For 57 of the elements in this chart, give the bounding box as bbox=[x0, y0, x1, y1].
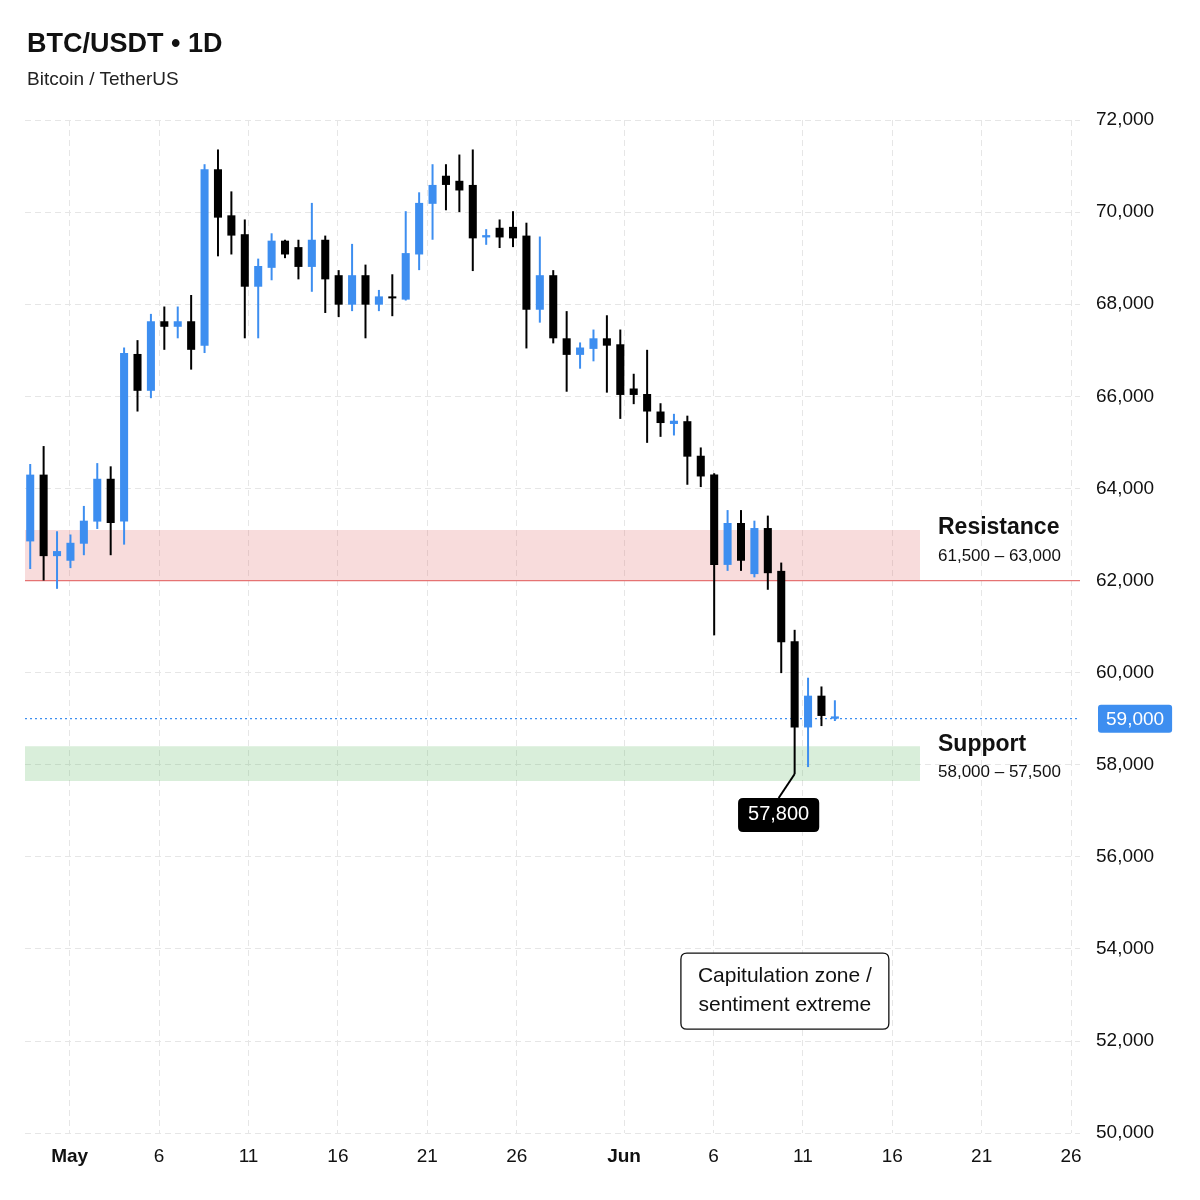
candlestick bbox=[589, 328, 598, 363]
y-tick-label: 70,000 bbox=[1096, 200, 1155, 222]
candlestick bbox=[294, 238, 303, 281]
band-label: Resistance 61,500 – 63,000 bbox=[938, 513, 1061, 565]
candlestick bbox=[388, 273, 397, 318]
candlestick bbox=[173, 305, 182, 340]
annotation: 57,800 bbox=[748, 802, 810, 825]
y-tick-label: 58,000 bbox=[1096, 753, 1155, 774]
candlestick bbox=[817, 685, 826, 728]
y-tick-label: 64,000 bbox=[1096, 476, 1155, 498]
x-tick-label: 11 bbox=[238, 1144, 259, 1166]
chart-title: BTC/USDT • 1D bbox=[27, 28, 223, 59]
chart-subtitle: Bitcoin / TetherUS bbox=[27, 68, 179, 90]
x-tick-label: 6 bbox=[708, 1144, 719, 1166]
x-tick-label: Jun bbox=[607, 1144, 641, 1166]
y-tick-label: 52,000 bbox=[1096, 1029, 1155, 1051]
candlestick bbox=[508, 210, 518, 249]
candlestick bbox=[441, 163, 450, 212]
y-tick-label: 60,000 bbox=[1096, 660, 1155, 682]
x-tick-label: 6 bbox=[153, 1144, 165, 1166]
candlestick bbox=[160, 305, 169, 351]
x-tick-label: 26 bbox=[1060, 1144, 1082, 1166]
candlestick bbox=[656, 402, 665, 438]
x-tick-label: 11 bbox=[792, 1144, 813, 1166]
candlestick bbox=[495, 218, 504, 250]
candlestick bbox=[562, 310, 571, 393]
candlestick bbox=[227, 190, 236, 256]
x-tick-label: 26 bbox=[506, 1144, 528, 1166]
candlestick bbox=[576, 341, 585, 370]
x-tick-label: May bbox=[51, 1144, 89, 1166]
annotation: Capitulation zone / sentiment extreme bbox=[697, 963, 873, 1016]
candlestick bbox=[629, 372, 638, 406]
x-tick-label: 21 bbox=[416, 1144, 438, 1166]
y-tick-label: 50,000 bbox=[1096, 1121, 1155, 1143]
candlestick bbox=[696, 446, 705, 489]
x-tick-label: 16 bbox=[327, 1144, 349, 1166]
band-label: Support 58,000 – 57,500 bbox=[938, 729, 1061, 782]
candlestick bbox=[254, 257, 263, 340]
candlestick bbox=[66, 533, 75, 570]
candlestick bbox=[374, 288, 383, 313]
candlestick bbox=[455, 153, 464, 214]
y-tick-label: 62,000 bbox=[1096, 568, 1155, 590]
candlestick bbox=[281, 238, 290, 260]
candlestick bbox=[602, 314, 611, 394]
y-tick-label: 66,000 bbox=[1096, 384, 1155, 406]
candlestick bbox=[643, 348, 652, 444]
candlestick bbox=[669, 412, 678, 437]
candlestick bbox=[53, 530, 62, 590]
candlestick bbox=[79, 504, 88, 557]
ref-line-label: 59,000 bbox=[1106, 707, 1165, 729]
y-tick-label: 72,000 bbox=[1096, 108, 1155, 130]
y-tick-label: 68,000 bbox=[1096, 292, 1155, 314]
y-tick-label: 56,000 bbox=[1096, 845, 1155, 867]
x-tick-label: 21 bbox=[971, 1144, 993, 1166]
x-tick-label: 16 bbox=[881, 1144, 903, 1166]
candlestick bbox=[428, 163, 437, 241]
y-tick-label: 54,000 bbox=[1096, 937, 1155, 959]
